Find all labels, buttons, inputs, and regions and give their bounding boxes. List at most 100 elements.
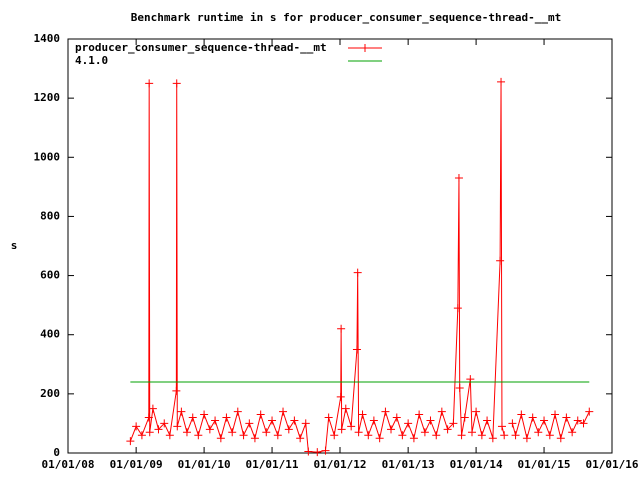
data-point	[562, 413, 571, 422]
y-tick-label: 400	[40, 328, 60, 341]
x-tick-label: 01/01/14	[450, 458, 503, 471]
data-point	[472, 407, 481, 416]
data-point	[321, 446, 330, 455]
data-point	[381, 407, 390, 416]
data-point	[477, 431, 486, 440]
data-point	[369, 416, 378, 425]
data-point	[375, 434, 384, 443]
data-point	[182, 428, 191, 437]
data-point	[460, 413, 469, 422]
data-point	[154, 425, 163, 434]
data-point	[301, 419, 310, 428]
legend-label: 4.1.0	[75, 54, 108, 67]
data-point	[279, 407, 288, 416]
data-point	[398, 431, 407, 440]
data-point	[483, 416, 492, 425]
data-point	[364, 431, 373, 440]
data-point	[145, 79, 154, 88]
data-point	[387, 425, 396, 434]
data-point	[330, 431, 339, 440]
data-point	[239, 431, 248, 440]
data-point	[337, 324, 346, 333]
data-point	[256, 410, 265, 419]
data-point	[467, 428, 476, 437]
y-tick-label: 1400	[34, 32, 61, 45]
data-point	[358, 410, 367, 419]
y-tick-label: 600	[40, 269, 60, 282]
data-point	[228, 428, 237, 437]
data-point	[173, 422, 182, 431]
data-point	[205, 425, 214, 434]
data-point	[137, 431, 146, 440]
data-point	[500, 431, 509, 440]
data-point	[194, 431, 203, 440]
legend-label: producer_consumer_sequence-thread-__mt	[75, 41, 327, 54]
data-point	[415, 410, 424, 419]
data-point	[273, 431, 282, 440]
data-point	[172, 386, 181, 395]
data-point	[404, 419, 413, 428]
data-point	[341, 404, 350, 413]
data-point	[488, 434, 497, 443]
data-point	[449, 419, 458, 428]
data-point	[545, 431, 554, 440]
data-point	[540, 416, 549, 425]
data-point	[188, 413, 197, 422]
data-point	[268, 416, 277, 425]
data-point	[245, 419, 254, 428]
data-point	[165, 431, 174, 440]
data-point	[132, 422, 141, 431]
data-point	[336, 392, 345, 401]
data-point	[409, 434, 418, 443]
x-tick-label: 01/01/16	[586, 458, 639, 471]
data-point	[353, 268, 362, 277]
data-point	[453, 304, 462, 313]
x-tick-label: 01/01/15	[518, 458, 571, 471]
data-point	[160, 419, 169, 428]
data-point	[177, 407, 186, 416]
data-point	[556, 434, 565, 443]
y-tick-label: 1000	[34, 150, 61, 163]
data-point	[354, 428, 363, 437]
y-tick-label: 200	[40, 387, 60, 400]
data-point	[508, 419, 517, 428]
data-point	[144, 413, 153, 422]
data-point	[233, 407, 242, 416]
chart-title: Benchmark runtime in s for producer_cons…	[131, 11, 561, 24]
x-tick-label: 01/01/13	[382, 458, 435, 471]
x-tick-label: 01/01/12	[314, 458, 367, 471]
data-point	[352, 345, 361, 354]
data-point	[568, 428, 577, 437]
data-point	[304, 447, 313, 456]
x-tick-label: 01/01/11	[246, 458, 299, 471]
y-tick-label: 0	[53, 446, 60, 459]
data-point	[517, 410, 526, 419]
data-point	[497, 77, 506, 86]
data-point	[534, 428, 543, 437]
data-point	[250, 434, 259, 443]
data-point	[522, 434, 531, 443]
data-point	[573, 416, 582, 425]
data-point	[216, 434, 225, 443]
data-point	[497, 422, 506, 431]
data-point	[528, 413, 537, 422]
data-point	[496, 256, 505, 265]
data-point	[443, 425, 452, 434]
data-point	[222, 413, 231, 422]
data-point	[454, 173, 463, 182]
data-point	[296, 434, 305, 443]
data-point	[145, 428, 154, 437]
data-point	[511, 431, 520, 440]
legend-marker	[361, 44, 369, 52]
x-tick-label: 01/01/08	[42, 458, 95, 471]
data-point	[337, 425, 346, 434]
y-tick-label: 800	[40, 209, 60, 222]
data-point	[313, 448, 322, 457]
data-point	[420, 428, 429, 437]
x-tick-label: 01/01/10	[178, 458, 231, 471]
data-point	[585, 407, 594, 416]
data-point	[457, 431, 466, 440]
data-point	[455, 383, 464, 392]
